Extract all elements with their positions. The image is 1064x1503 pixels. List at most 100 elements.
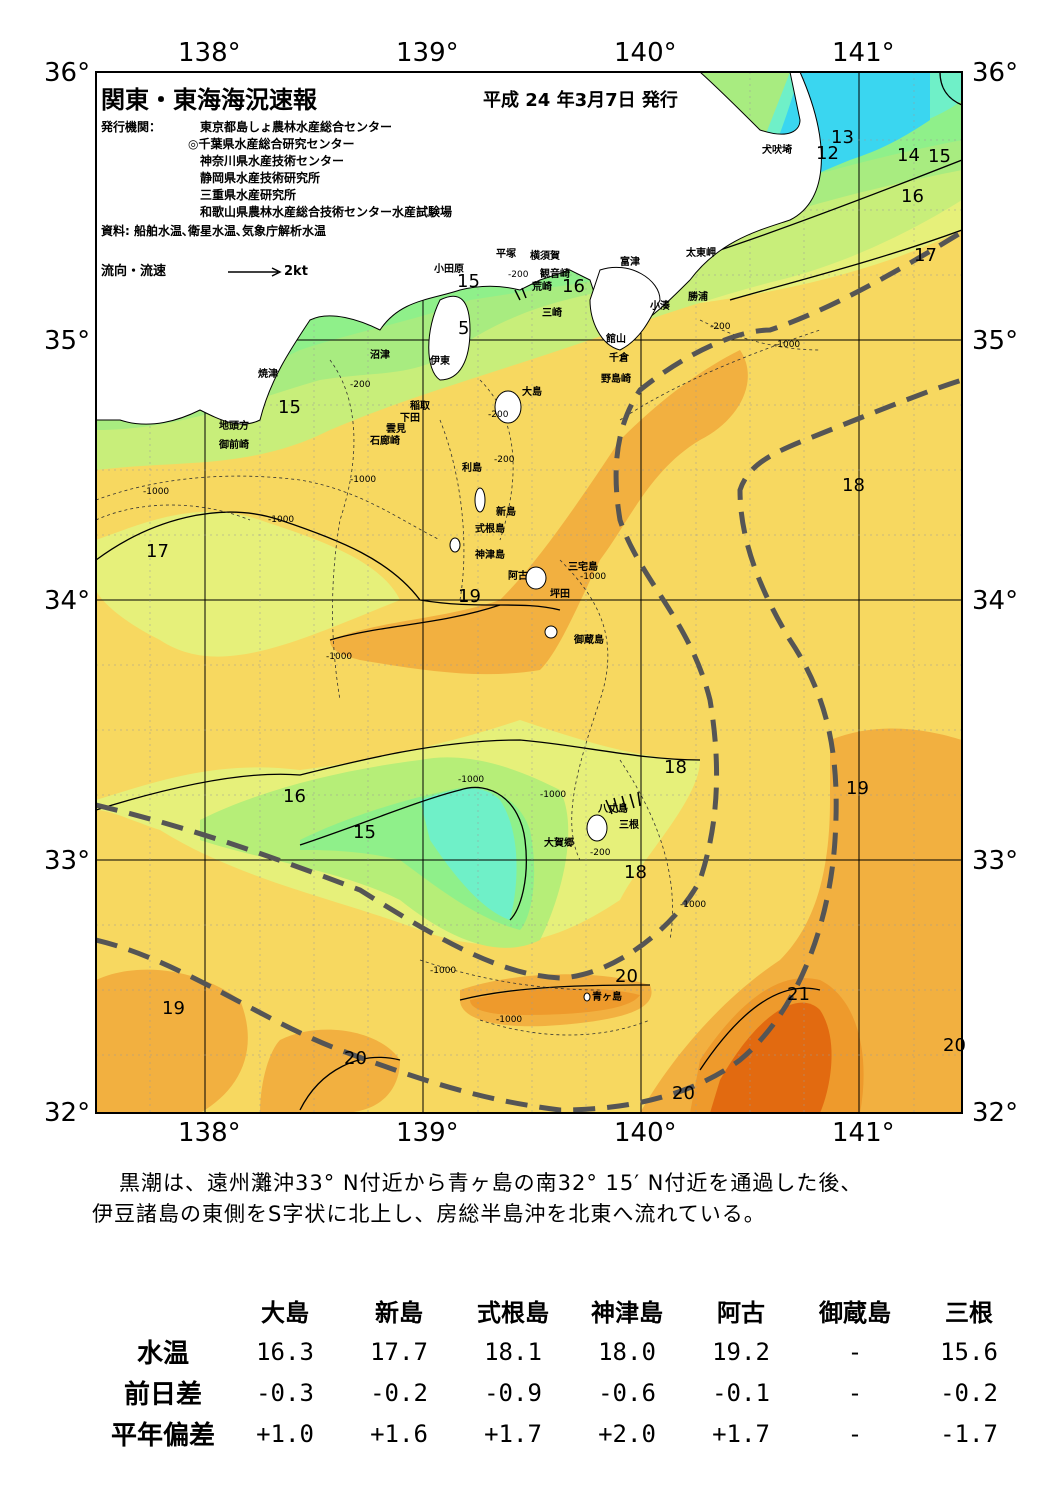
isotherm-label: 20 (615, 966, 638, 987)
lat-label: 34° (44, 586, 91, 616)
table-cell: -0.9 (484, 1378, 542, 1407)
place-label: 平塚 (496, 249, 516, 260)
issue-date: 平成 24 年3月7日 発行 (483, 90, 678, 111)
depth-label: -1000 (350, 475, 377, 485)
isotherm-label: 5 (458, 318, 470, 339)
place-label: 新島 (496, 507, 516, 518)
isotherm-label: 18 (624, 862, 647, 883)
isotherm-label: 16 (562, 276, 585, 297)
lat-label: 32° (972, 1098, 1019, 1128)
table-cell: -0.6 (598, 1378, 656, 1407)
place-label: 沼津 (370, 350, 390, 361)
place-label: 勝浦 (688, 292, 708, 303)
lon-label: 141° (832, 1118, 895, 1148)
place-label: 焼津 (258, 369, 278, 380)
isotherm-label: 15 (278, 397, 301, 418)
data-source: 資料: 船舶水温､衛星水温､気象庁解析水温 (101, 224, 326, 238)
depth-label: -1000 (540, 790, 567, 800)
column-header: 神津島 (591, 1299, 663, 1327)
isotherm-label: 15 (928, 146, 951, 167)
table-cell: -0.3 (256, 1378, 314, 1407)
place-label: 御前崎 (219, 440, 249, 451)
table-cell: 19.2 (712, 1337, 770, 1366)
publisher: 神奈川県水産技術センター (200, 154, 345, 168)
map-title: 関東・東海海況速報 (101, 86, 317, 114)
flow-legend-label: 流向・流速 (101, 264, 167, 279)
isotherm-label: 18 (842, 475, 865, 496)
lon-label: 141° (832, 38, 895, 68)
table-cell: 16.3 (256, 1337, 314, 1366)
place-label: 坪田 (550, 589, 570, 600)
depth-label: -1000 (580, 572, 607, 582)
lon-label: 140° (614, 1118, 677, 1148)
publisher: 静岡県水産技術研究所 (200, 171, 321, 185)
lon-label: 140° (614, 38, 677, 68)
flow-arrows (228, 267, 641, 815)
depth-label: -1000 (268, 515, 295, 525)
isotherm-label: 16 (283, 786, 306, 807)
table-header-row: 大島 新島 式根島 神津島 阿古 御蔵島 三根 (98, 1290, 1026, 1331)
row-header: 平年偏差 (110, 1421, 215, 1451)
lon-label: 138° (178, 1118, 241, 1148)
isotherm-label: 17 (146, 541, 169, 562)
place-label: 神津島 (475, 550, 505, 561)
table-cell: 17.7 (370, 1337, 428, 1366)
column-header: 大島 (261, 1299, 309, 1327)
depth-label: -200 (508, 270, 529, 280)
depth-label: -1000 (143, 487, 170, 497)
depth-label: -1000 (430, 966, 457, 976)
lon-label: 138° (178, 38, 241, 68)
publisher: 三重県水産研究所 (200, 188, 297, 202)
table-cell: +1.7 (484, 1419, 542, 1448)
isotherm-label: 20 (943, 1035, 966, 1056)
place-label: 下田 (400, 413, 420, 424)
lat-label: 35° (44, 326, 91, 356)
isotherm-label: 17 (914, 245, 937, 266)
table-row: 平年偏差 +1.0 +1.6 +1.7 +2.0 +1.7 - -1.7 (98, 1413, 1026, 1454)
table-cell: - (847, 1337, 863, 1366)
place-label: 三根 (619, 820, 639, 831)
table-cell: +1.0 (256, 1419, 314, 1448)
depth-label: -200 (494, 455, 515, 465)
isotherm-label: 20 (344, 1048, 367, 1069)
place-label: 千倉 (609, 353, 629, 364)
table-row: 前日差 -0.3 -0.2 -0.9 -0.6 -0.1 - -0.2 (98, 1372, 1026, 1413)
lon-label: 139° (396, 38, 459, 68)
place-label: 野島崎 (601, 374, 631, 385)
table-cell: -0.2 (370, 1378, 428, 1407)
place-label: 小湊 (650, 301, 670, 312)
publisher: 東京都島しょ農林水産総合センター (200, 120, 393, 134)
depth-label: -1000 (496, 1015, 523, 1025)
isotherm-label: 13 (831, 127, 854, 148)
lat-label: 33° (972, 846, 1019, 876)
table-cell: 18.0 (598, 1337, 656, 1366)
place-label: 犬吠埼 (762, 145, 792, 156)
table-row: 水温 16.3 17.7 18.1 18.0 19.2 - 15.6 (98, 1331, 1026, 1372)
place-label: 富津 (620, 257, 640, 268)
place-label: 石廊崎 (370, 436, 400, 447)
depth-label: -200 (590, 848, 611, 858)
isotherm-label: 21 (787, 984, 810, 1005)
place-label: 伊東 (430, 356, 450, 367)
place-label: 三崎 (542, 308, 562, 319)
place-label: 荒崎 (532, 282, 552, 293)
summary-line: 伊豆諸島の東側をS字状に北上し、房総半島沖を北東へ流れている。 (92, 1202, 766, 1226)
kuroshio-summary: 黒潮は、遠州灘沖33° N付近から青ヶ島の南32° 15′ N付近を通過した後、… (92, 1168, 1032, 1230)
land-areas (95, 71, 822, 1002)
place-label: 式根島 (475, 524, 505, 535)
column-header: 御蔵島 (819, 1299, 891, 1327)
lat-label: 34° (972, 586, 1019, 616)
publisher: ◎千葉県水産総合研究センター (188, 137, 355, 151)
place-label: 観音崎 (540, 269, 570, 280)
isotherm-label: 18 (664, 757, 687, 778)
isotherm-label: 19 (162, 998, 185, 1019)
isotherm-label: 15 (353, 822, 376, 843)
isotherm-lines (96, 72, 962, 1111)
table-cell: -1.7 (940, 1419, 998, 1448)
depth-label: -1000 (326, 652, 353, 662)
table-cell: +1.7 (712, 1419, 770, 1448)
place-label: 利島 (462, 463, 482, 474)
place-label: 稲取 (410, 401, 430, 412)
column-header: 新島 (375, 1299, 423, 1327)
